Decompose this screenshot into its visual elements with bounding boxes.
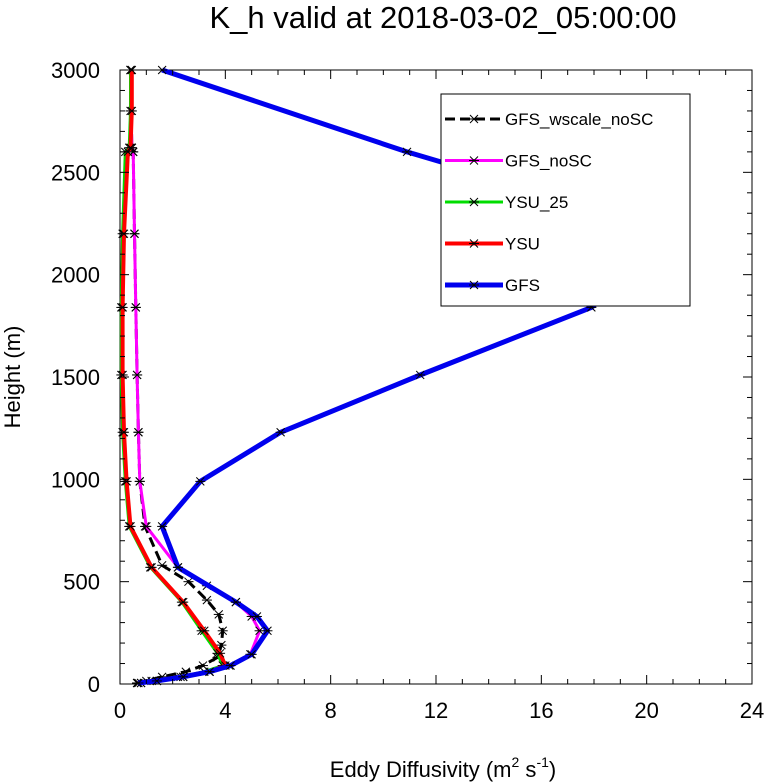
data-point <box>125 522 136 531</box>
y-tick-label: 1000 <box>51 467 100 492</box>
data-point <box>246 649 257 659</box>
data-point <box>178 597 189 607</box>
data-point <box>415 370 426 380</box>
x-axis-label-sup2: -1 <box>536 754 549 770</box>
data-point <box>262 626 273 636</box>
data-point <box>217 626 228 636</box>
legend-marker <box>469 239 479 248</box>
series-line-GFS_wscale_noSC <box>129 69 225 685</box>
y-axis-label: Height (m) <box>0 326 25 429</box>
y-tick-label: 2500 <box>51 160 100 185</box>
data-point <box>172 562 183 572</box>
data-point <box>117 303 128 312</box>
x-tick-label: 24 <box>740 698 764 723</box>
data-point <box>129 229 140 239</box>
legend: GFS_wscale_noSC GFS_noSC YSU_25 YSU GFS <box>440 93 691 307</box>
legend-item: GFS <box>445 276 540 295</box>
data-point <box>151 676 162 686</box>
data-point <box>183 577 194 587</box>
legend-label: GFS_wscale_noSC <box>505 110 653 129</box>
legend-item: YSU_25 <box>445 193 568 212</box>
data-point <box>130 303 141 312</box>
data-point <box>157 560 168 570</box>
series-line-GFS_noSC <box>129 69 262 685</box>
data-point <box>275 427 286 437</box>
data-point <box>215 648 226 658</box>
x-tick-label: 12 <box>424 698 448 723</box>
chart-title: K_h valid at 2018-03-02_05:00:00 <box>209 0 676 35</box>
legend-marker <box>469 197 479 207</box>
y-tick-label: 2000 <box>51 263 100 288</box>
data-point <box>141 522 152 531</box>
y-tick-label: 1500 <box>51 365 100 390</box>
data-point <box>251 612 262 621</box>
legend-label: YSU_25 <box>505 193 568 212</box>
data-point <box>125 143 136 153</box>
data-point <box>195 477 206 486</box>
legend-box <box>440 93 691 307</box>
legend-marker <box>469 280 479 290</box>
y-tick-label: 3000 <box>51 58 100 83</box>
data-point <box>117 370 128 380</box>
data-point <box>132 370 143 380</box>
data-point <box>402 147 413 157</box>
data-point <box>216 640 227 650</box>
data-point <box>133 427 144 437</box>
data-point <box>146 562 157 572</box>
y-tick-label: 0 <box>88 672 100 697</box>
data-point <box>126 106 137 116</box>
legend-label: YSU <box>505 235 540 254</box>
x-tick-label: 4 <box>219 698 231 723</box>
legend-item: YSU <box>445 235 540 254</box>
data-point <box>134 477 145 486</box>
data-point <box>201 595 212 605</box>
data-point <box>199 626 210 636</box>
legend-marker <box>469 156 479 165</box>
x-axis-label-sup1: 2 <box>512 754 520 770</box>
series-GFS_noSC <box>125 65 265 688</box>
tick-layer: 0 4 8 12 16 20 24 0 500 1000 1500 2000 2500 3000 <box>51 58 764 723</box>
data-point <box>157 522 168 531</box>
data-point <box>118 427 129 437</box>
x-axis-label: Eddy Diffusivity (m2 s-1) <box>330 754 556 782</box>
data-point <box>157 65 168 75</box>
x-tick-label: 16 <box>529 698 553 723</box>
legend-item: GFS_noSC <box>445 152 592 171</box>
data-point <box>213 610 224 619</box>
legend-label: GFS_noSC <box>505 152 592 171</box>
data-point <box>133 678 144 688</box>
data-point <box>121 477 132 486</box>
y-tick-label: 500 <box>63 570 100 595</box>
data-point <box>204 667 215 677</box>
data-point <box>225 661 236 670</box>
legend-marker <box>469 114 479 124</box>
legend-label: GFS <box>505 276 540 295</box>
x-tick-label: 20 <box>634 698 658 723</box>
x-axis-label-end: ) <box>549 757 556 782</box>
x-tick-label: 0 <box>114 698 126 723</box>
data-point <box>178 672 189 682</box>
data-point <box>230 597 241 607</box>
x-tick-label: 8 <box>325 698 337 723</box>
legend-item: GFS_wscale_noSC <box>445 110 653 129</box>
x-axis-label-mid: s <box>519 757 536 782</box>
